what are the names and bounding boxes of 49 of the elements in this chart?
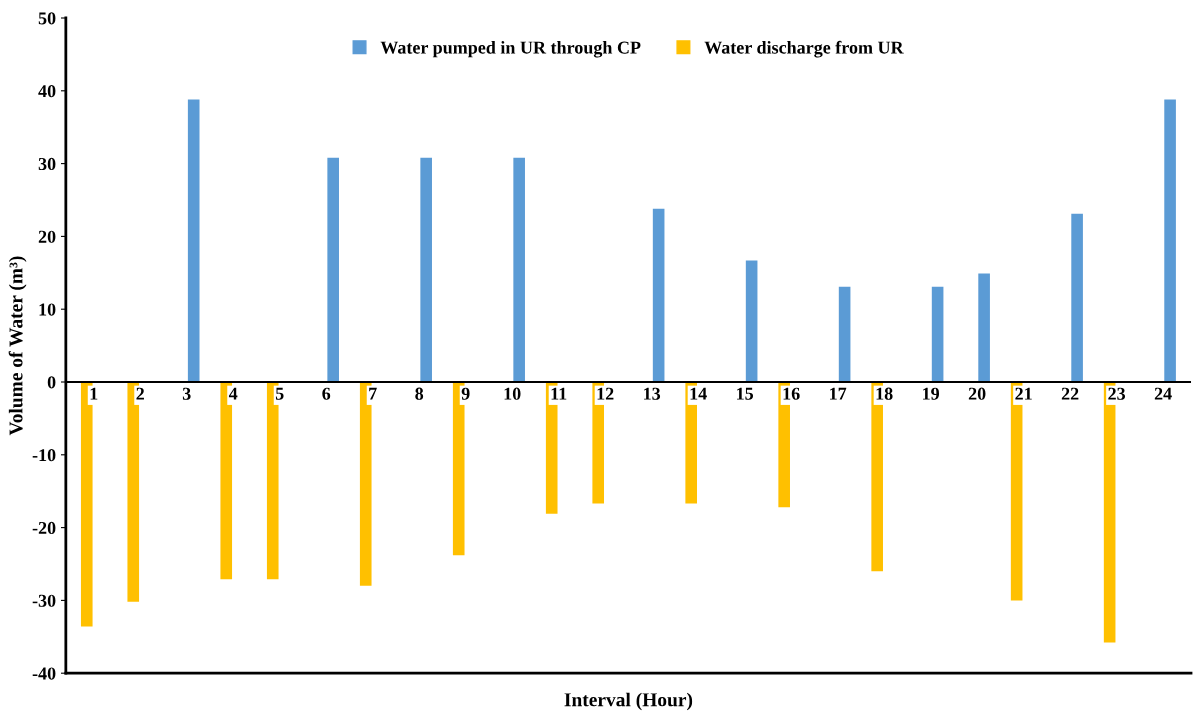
y-tick-label: 20 xyxy=(38,230,56,243)
x-tick-label: 17 xyxy=(830,387,847,400)
x-tick-label: 1 xyxy=(90,387,98,400)
x-tick-label: 5 xyxy=(275,387,284,400)
y-tick-label: -20 xyxy=(32,521,56,535)
y-tick-label: 50 xyxy=(38,12,56,25)
x-tick-label: 20 xyxy=(968,387,986,400)
x-axis-title: Interval (Hour) xyxy=(564,692,693,711)
bar xyxy=(187,99,200,382)
x-tick-label: 4 xyxy=(228,387,238,400)
x-tick-label: 19 xyxy=(923,387,940,400)
x-tick-label: 2 xyxy=(136,387,144,400)
bar xyxy=(745,260,758,382)
y-tick-label: -10 xyxy=(32,449,56,462)
x-tick-label: 8 xyxy=(415,387,424,400)
y-tick-label: 30 xyxy=(38,157,56,171)
x-tick-label: 14 xyxy=(690,387,707,400)
x-tick-label: 18 xyxy=(876,387,893,400)
bar xyxy=(978,273,990,382)
bar xyxy=(1071,213,1083,382)
legend-label: Water discharge from UR xyxy=(704,40,904,58)
bar xyxy=(513,157,525,382)
bar xyxy=(931,286,944,382)
y-tick-label: -30 xyxy=(32,594,56,607)
y-tick-label: 40 xyxy=(38,85,56,98)
y-tick-label: -40 xyxy=(32,667,56,680)
bar xyxy=(652,208,665,382)
x-tick-label: 24 xyxy=(1154,387,1172,400)
x-tick-label: 13 xyxy=(644,387,661,400)
x-tick-label: 11 xyxy=(551,387,567,400)
x-tick-label: 7 xyxy=(369,387,377,400)
x-tick-label: 15 xyxy=(737,387,754,400)
legend-label: Water pumped in UR through CP xyxy=(380,40,641,58)
x-tick-label: 6 xyxy=(322,387,331,400)
x-tick-label: 22 xyxy=(1061,387,1079,400)
x-tick-label: 12 xyxy=(597,387,614,400)
y-axis-title: Volume of Water (m³) xyxy=(8,256,27,436)
x-tick-label: 23 xyxy=(1108,387,1126,400)
x-tick-label: 10 xyxy=(504,387,521,400)
bar xyxy=(838,286,851,382)
x-tick-label: 21 xyxy=(1015,387,1032,400)
bar xyxy=(1164,99,1176,382)
y-tick-label: 10 xyxy=(39,303,56,316)
y-tick-label: 0 xyxy=(47,376,56,389)
x-tick-label: 16 xyxy=(783,387,800,400)
x-tick-label: 9 xyxy=(461,387,470,400)
bar xyxy=(420,157,432,382)
x-tick-label: 3 xyxy=(182,387,191,400)
bar xyxy=(327,157,339,382)
